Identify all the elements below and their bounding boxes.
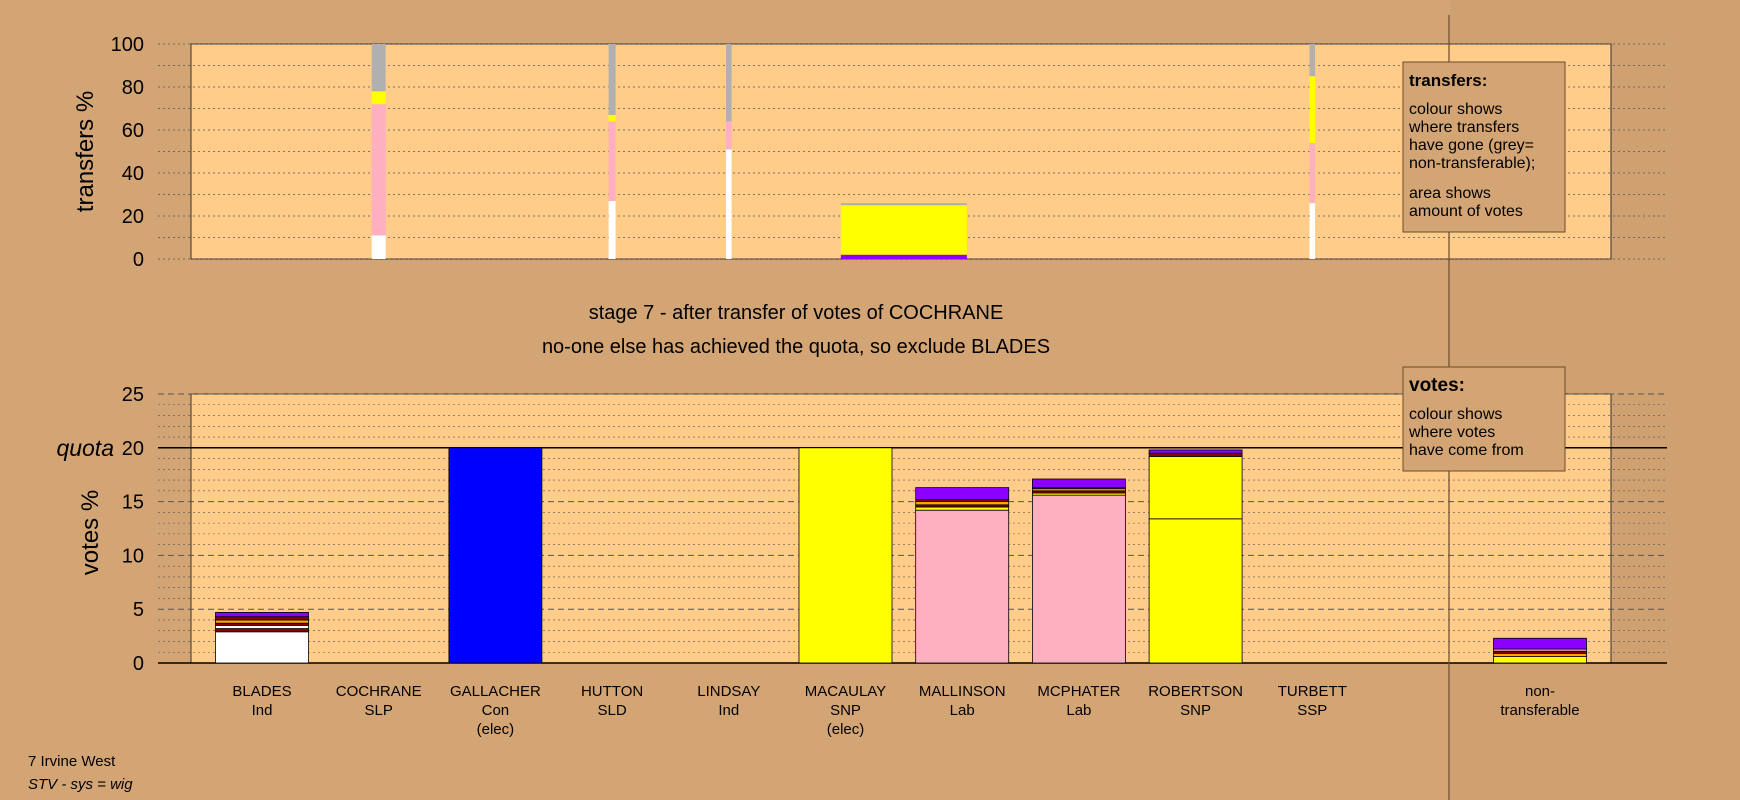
x-tick-label: HUTTON xyxy=(581,683,643,700)
transfer-segment xyxy=(371,91,386,105)
caption-line-2: no-one else has achieved the quota, so e… xyxy=(542,336,1050,358)
transfers-legend-line: area shows xyxy=(1409,185,1491,202)
transfer-segment xyxy=(608,114,616,122)
votes-plot-area xyxy=(190,393,1612,664)
y-tick-label: 5 xyxy=(133,599,144,621)
x-tick-label: SLD xyxy=(598,702,627,719)
y-tick-label: 25 xyxy=(122,384,144,406)
x-tick-label: Ind xyxy=(718,702,739,719)
y-tick-label: 40 xyxy=(122,163,144,185)
vote-segment xyxy=(1032,478,1126,489)
x-tick-label: MALLINSON xyxy=(919,683,1006,700)
y-tick-label: 60 xyxy=(122,120,144,142)
votes-legend-title: votes: xyxy=(1409,375,1465,396)
vote-segment xyxy=(915,501,1010,506)
transfer-segment xyxy=(1309,44,1316,77)
y-tick-label: 10 xyxy=(122,545,144,567)
ward-name: 7 Irvine West xyxy=(28,753,116,770)
transfers-legend-line: colour shows xyxy=(1409,101,1502,118)
transfer-segment xyxy=(726,121,732,150)
x-tick-label: transferable xyxy=(1500,702,1579,719)
vote-segment xyxy=(915,506,1010,511)
vote-segment xyxy=(1148,456,1243,520)
quota-label: quota xyxy=(56,435,114,461)
transfer-segment xyxy=(371,44,386,92)
vote-segment xyxy=(448,447,543,664)
transfers-legend-title: transfers: xyxy=(1409,71,1487,90)
vote-segment xyxy=(215,616,309,621)
x-tick-label: Ind xyxy=(252,702,273,719)
transfers-legend: transfers: colour shows where transfers … xyxy=(1402,61,1566,233)
transfer-segment xyxy=(371,104,386,236)
transfer-segment xyxy=(608,121,616,201)
vote-segment xyxy=(1148,518,1243,664)
vote-segment xyxy=(215,624,309,629)
vote-segment xyxy=(1493,637,1587,650)
x-tick-label: GALLACHER xyxy=(450,683,541,700)
transfer-segment xyxy=(726,149,732,259)
vote-segment xyxy=(1032,494,1126,664)
transfer-segment xyxy=(840,205,967,255)
x-tick-label: Con xyxy=(482,702,510,719)
y-tick-label: 80 xyxy=(122,77,144,99)
transfers-legend-line: non-transferable); xyxy=(1409,155,1535,172)
caption-line-1: stage 7 - after transfer of votes of COC… xyxy=(589,302,1004,324)
transfer-segment xyxy=(840,203,967,206)
x-tick-label: non- xyxy=(1525,683,1555,700)
vote-segment xyxy=(215,631,309,664)
votes-chart: 0 5 10 15 25 20 quota votes % BLADES Ind COCHRANE S… xyxy=(56,384,1667,738)
x-tick-label: MCPHATER xyxy=(1037,683,1120,700)
y-axis-label: transfers % xyxy=(72,91,99,212)
y-tick-label: 100 xyxy=(111,34,144,56)
transfer-segment xyxy=(840,254,967,259)
transfer-segment xyxy=(1309,76,1316,143)
vote-segment xyxy=(215,612,309,618)
votes-legend: votes: colour shows where votes have com… xyxy=(1402,366,1566,472)
vote-segment xyxy=(1493,652,1587,657)
votes-legend-line: colour shows xyxy=(1409,406,1502,423)
x-tick-label: LINDSAY xyxy=(697,683,760,700)
transfer-segment xyxy=(1309,142,1316,204)
x-tick-label: SSP xyxy=(1297,702,1327,719)
x-tick-label: BLADES xyxy=(232,683,291,700)
voting-system: STV - sys = wig xyxy=(28,776,133,793)
transfers-legend-line: amount of votes xyxy=(1409,203,1523,220)
y-tick-label: 20 xyxy=(122,206,144,228)
transfer-segment xyxy=(608,200,616,259)
transfers-chart: 0 20 40 60 80 100 transfers % xyxy=(72,34,1667,271)
vote-segment xyxy=(1148,452,1243,457)
vote-segment xyxy=(215,619,309,624)
transfer-segment xyxy=(726,44,732,122)
vote-segment xyxy=(215,628,309,633)
y-tick-label: 0 xyxy=(133,249,144,271)
y-tick-label: 20 xyxy=(122,438,144,460)
votes-legend-line: have come from xyxy=(1409,442,1524,459)
transfer-segment xyxy=(608,44,616,115)
x-tick-label: SNP xyxy=(1180,702,1211,719)
x-tick-label: (elec) xyxy=(827,721,865,738)
x-tick-label: Lab xyxy=(950,702,975,719)
x-tick-label: ROBERTSON xyxy=(1148,683,1243,700)
x-tick-label: Lab xyxy=(1066,702,1091,719)
vote-segment xyxy=(1493,656,1587,664)
x-tick-label: COCHRANE xyxy=(336,683,422,700)
vote-segment xyxy=(915,487,1010,500)
x-tick-label: MACAULAY xyxy=(805,683,886,700)
x-tick-label: SNP xyxy=(830,702,861,719)
transfer-segment xyxy=(1309,203,1316,259)
vote-segment xyxy=(915,509,1010,664)
x-tick-label: (elec) xyxy=(477,721,515,738)
transfers-legend-line: have gone (grey= xyxy=(1409,137,1534,154)
y-tick-label: 15 xyxy=(122,492,144,514)
vote-segment xyxy=(798,447,893,664)
y-axis-label: votes % xyxy=(77,490,104,575)
vote-segment xyxy=(1148,449,1243,454)
votes-legend-line: where votes xyxy=(1408,424,1495,441)
transfers-legend-line: where transfers xyxy=(1408,119,1519,136)
x-tick-label: TURBETT xyxy=(1278,683,1347,700)
x-tick-label: SLP xyxy=(365,702,393,719)
y-tick-label: 0 xyxy=(133,653,144,675)
transfer-segment xyxy=(371,235,386,259)
